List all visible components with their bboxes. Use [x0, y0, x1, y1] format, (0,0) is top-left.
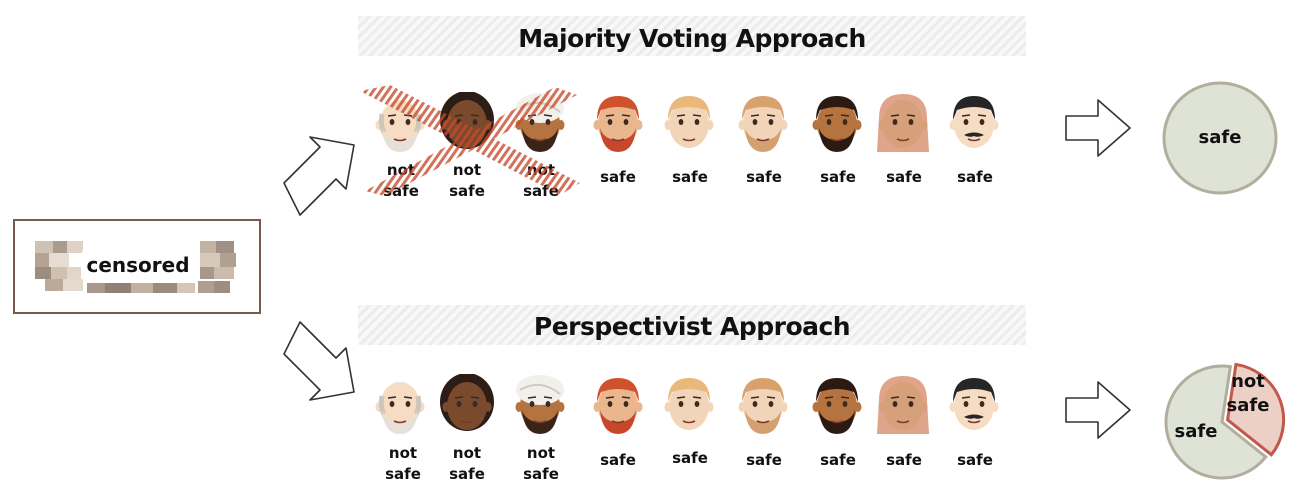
woman-curly-hair-icon: [437, 373, 497, 436]
vote-label: safe: [820, 168, 856, 186]
vote-label: not safe: [449, 444, 485, 483]
vote-label: safe: [672, 449, 708, 467]
perspectivist-title: Perspectivist Approach: [533, 312, 851, 341]
vote-label: safe: [672, 168, 708, 186]
vote-label: not safe: [385, 444, 421, 483]
vote-label: not safe: [449, 161, 485, 200]
blond-man-icon: [659, 374, 719, 436]
input-card: [13, 219, 261, 314]
vote-label: safe: [957, 168, 993, 186]
dark-skin-man-icon: [807, 92, 867, 154]
pie-not-safe-label: not safe: [1226, 371, 1270, 416]
majority-title: Majority Voting Approach: [518, 24, 866, 53]
man-turban-icon: [510, 374, 570, 436]
majority-result-pie: [1162, 81, 1278, 195]
perspectivist-header-band: [358, 305, 1026, 345]
arrow-up-right-icon: [283, 136, 355, 216]
man-mustache-icon: [944, 92, 1004, 154]
pie-safe-label: safe: [1174, 421, 1218, 442]
vote-label: safe: [886, 451, 922, 469]
majority-result-label: safe: [1198, 127, 1242, 148]
dark-skin-man-icon: [807, 374, 867, 436]
pie-slice-not-safe: [1225, 362, 1286, 457]
vote-label: not safe: [523, 444, 559, 483]
blond-woman-icon: [873, 374, 933, 436]
man-beard-icon: [733, 374, 793, 436]
input-text-label: censored: [82, 250, 194, 280]
vote-label: safe: [746, 451, 782, 469]
red-hair-man-icon: [588, 92, 648, 154]
red-hair-man-icon: [588, 374, 648, 436]
blond-woman-icon: [873, 92, 933, 154]
blond-man-icon: [659, 92, 719, 154]
arrow-right-icon: [1065, 381, 1131, 439]
vote-label: safe: [957, 451, 993, 469]
discarded-votes-cross-icon: [360, 85, 580, 196]
perspectivist-result-pie: [1164, 362, 1286, 480]
man-beard-icon: [733, 92, 793, 154]
vote-label: safe: [600, 168, 636, 186]
vote-label: safe: [746, 168, 782, 186]
pie-slice-safe: [1164, 364, 1268, 480]
pixelated-text-icon: [35, 241, 236, 293]
vote-label: safe: [600, 451, 636, 469]
vote-label: safe: [820, 451, 856, 469]
majority-header-band: [358, 16, 1026, 56]
older-bald-man-icon: [370, 374, 430, 436]
arrow-right-icon: [1065, 99, 1131, 157]
man-mustache-icon: [944, 374, 1004, 436]
arrow-down-right-icon: [283, 321, 355, 401]
vote-label: safe: [886, 168, 922, 186]
